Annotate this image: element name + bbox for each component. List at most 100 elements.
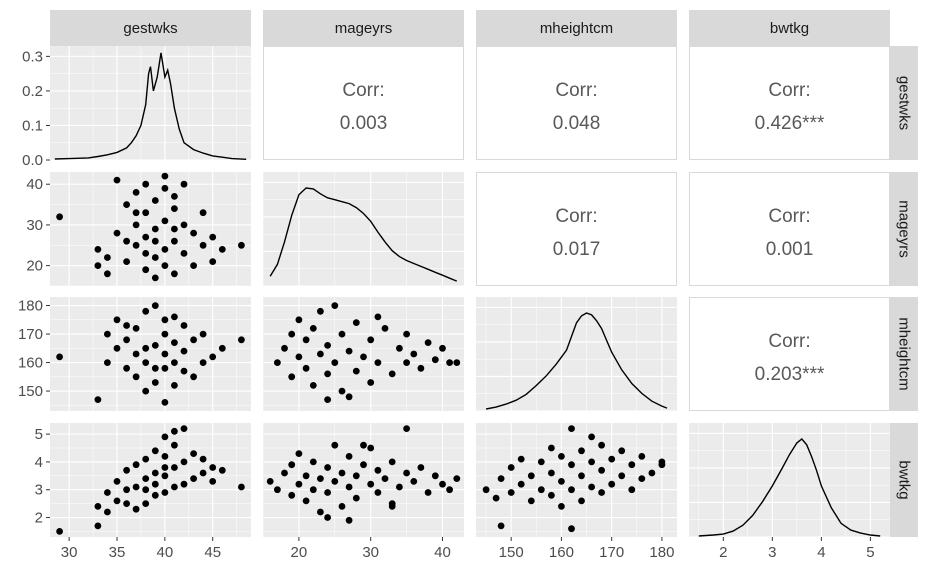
panel-mageyrs-mageyrs [262, 172, 464, 287]
x-tick-label: 4 [817, 544, 825, 561]
scatter-point [266, 478, 274, 485]
scatter-point [558, 478, 565, 485]
scatter-point [388, 503, 396, 510]
panel-bg [689, 423, 890, 537]
scatter-point [295, 450, 303, 457]
scatter-point [317, 307, 324, 315]
corr-value: 0.017 [553, 239, 601, 260]
scatter-point [648, 469, 656, 477]
scatter-point [94, 396, 102, 403]
scatter-point [190, 450, 198, 457]
scatter-point [507, 489, 515, 496]
scatter-point [113, 344, 121, 352]
scatter-point [104, 359, 111, 366]
panel-bwtkg-mheightcm [476, 423, 677, 537]
x-tick-label: 30 [362, 544, 379, 561]
corr-label: Corr: [555, 206, 597, 227]
scatter-point [113, 497, 121, 505]
scatter-point [295, 353, 303, 361]
scatter-point [568, 486, 575, 494]
scatter-point [132, 209, 140, 217]
scatter-point [431, 356, 439, 364]
scatter-point [199, 209, 207, 217]
scatter-point [113, 316, 121, 324]
scatter-point [388, 458, 396, 466]
scatter-point [410, 478, 418, 485]
scatter-point [218, 246, 226, 253]
panel-bwtkg-gestwks [50, 423, 251, 537]
corr-value: 0.426*** [755, 113, 825, 134]
scatter-point [345, 347, 353, 355]
scatter-point [180, 250, 188, 257]
y-tick-label: 0.2 [22, 83, 43, 100]
x-tick-label: 20 [291, 544, 308, 561]
scatter-point [94, 522, 102, 530]
scatter-point [324, 396, 331, 403]
scatter-point [123, 466, 130, 474]
scatter-point [113, 176, 121, 184]
scatter-point [171, 205, 178, 213]
scatter-point [324, 464, 331, 471]
scatter-point [209, 464, 217, 471]
y-tick-label: 0.1 [22, 117, 43, 134]
scatter-point [403, 330, 410, 338]
scatter-point [199, 359, 207, 366]
strip-right-label-mageyrs: mageyrs [896, 200, 913, 258]
x-tick-label: 160 [549, 544, 574, 561]
scatter-point [588, 433, 595, 441]
scatter-point [431, 472, 439, 480]
scatter-point [403, 425, 410, 432]
scatter-point [281, 344, 288, 352]
panels-layer: Corr: 0.003 Corr: 0.048 Corr: 0.426*** Corr: 0.… [50, 46, 890, 538]
panel-bg [50, 423, 251, 537]
panel-gestwks-bwtkg: Corr: 0.426*** [689, 46, 890, 160]
scatter-point [161, 472, 169, 480]
strip-top-label-bwtkg: bwtkg [770, 20, 809, 37]
scatter-point [352, 494, 360, 502]
x-tick-label: 40 [157, 544, 174, 561]
scatter-point [161, 184, 169, 192]
scatter-point [161, 433, 169, 441]
panel-bwtkg-mageyrs [262, 423, 464, 537]
strip-top-mageyrs [263, 10, 464, 46]
scatter-point [331, 441, 339, 449]
scatter-point [180, 347, 188, 355]
scatter-point [94, 246, 102, 253]
scatter-point [453, 475, 461, 482]
panel-bg [50, 297, 251, 411]
scatter-point [171, 270, 178, 278]
scatter-point [317, 350, 324, 358]
scatter-point [209, 233, 217, 241]
scatter-point [360, 461, 367, 469]
axes-layer: 30 35 40 45 20 30 40 150 160 170 180 2 3 4 50.00.10.20… [18, 48, 875, 561]
scatter-point [161, 464, 169, 471]
scatter-point [288, 491, 296, 499]
scatter-point [492, 494, 500, 502]
panel-gestwks-gestwks [50, 46, 251, 161]
y-tick-label: 40 [26, 176, 43, 193]
scatter-point [288, 461, 296, 469]
corr-label: Corr: [555, 80, 597, 101]
scatter-point [417, 364, 425, 372]
y-tick-label: 2 [35, 510, 43, 527]
panel-mheightcm-gestwks [50, 297, 251, 411]
scatter-point [161, 172, 169, 180]
scatter-point [608, 455, 616, 463]
scatter-point [161, 350, 169, 358]
scatter-point [345, 453, 353, 460]
scatter-point [142, 359, 150, 366]
scatter-point [309, 486, 317, 494]
scatter-point [302, 364, 310, 372]
scatter-point [598, 441, 605, 449]
scatter-point [132, 189, 140, 196]
scatter-point [123, 201, 130, 209]
corr-value: 0.048 [553, 113, 601, 134]
scatter-point [199, 241, 207, 249]
strip-right-label-bwtkg: bwtkg [896, 460, 913, 499]
scatter-point [94, 262, 102, 269]
scatter-point [367, 480, 375, 488]
scatter-point [56, 528, 63, 535]
scatter-point [199, 455, 207, 463]
strip-right-mageyrs [890, 172, 918, 286]
